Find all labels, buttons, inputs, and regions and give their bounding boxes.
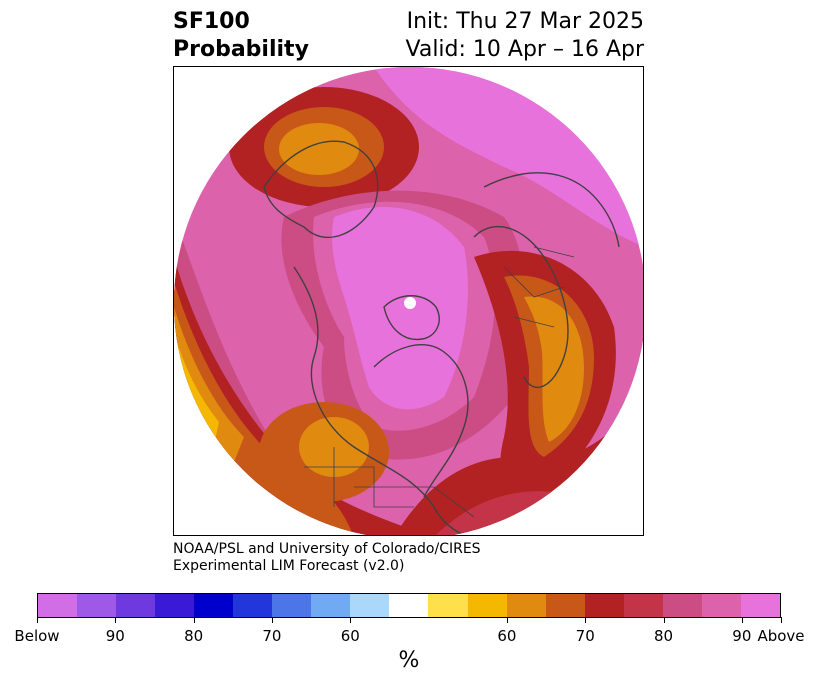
colorbar-swatch: [389, 594, 429, 617]
colorbar-swatch: [506, 594, 546, 617]
border-eurasia: [503, 246, 575, 328]
colorbar-swatch: [428, 594, 468, 617]
coast-europe-region: [473, 226, 569, 389]
colorbar-tick-label: 90: [105, 627, 125, 645]
coast-greenland-region: [263, 140, 379, 238]
colorbar-swatch: [116, 594, 156, 617]
colorbar-tick-label: Below: [14, 627, 60, 645]
colorbar-swatch: [38, 594, 78, 617]
hotspot-nw-70: [279, 123, 359, 175]
colorbar-swatch: [467, 594, 507, 617]
colorbar-tick: [585, 617, 587, 623]
colorbar-tick: [193, 617, 195, 623]
borders: [304, 246, 575, 518]
colorbar-swatch: [740, 594, 780, 617]
credit-line-1: NOAA/PSL and University of Colorado/CIRE…: [173, 541, 481, 557]
probability-field: [174, 67, 643, 535]
colorbar-tick: [506, 617, 508, 623]
map-svg: [174, 67, 643, 535]
colorbar-tick-label: 80: [653, 627, 674, 645]
coast-hudson-region: [373, 344, 469, 498]
colorbar-swatch: [155, 594, 195, 617]
colorbar: [37, 593, 781, 618]
colorbar-tick: [271, 617, 273, 623]
colorbar-tick: [741, 617, 743, 623]
colorbar-swatch: [584, 594, 624, 617]
border-us-states: [304, 447, 475, 518]
colorbar-tick-label: 80: [184, 627, 204, 645]
colorbar-swatch: [701, 594, 741, 617]
colorbar-tick-label: 70: [262, 627, 282, 645]
field-center-high: [332, 207, 468, 410]
north-pole-marker: [404, 297, 416, 309]
field-east-70: [524, 296, 584, 442]
coastlines: [263, 140, 620, 535]
colorbar-unit: %: [398, 648, 420, 673]
colorbar-swatch: [272, 594, 312, 617]
colorbar-tick-label: 60: [497, 627, 517, 645]
colorbar-tick: [663, 617, 665, 623]
colorbar-tick-label: 70: [575, 627, 595, 645]
colorbar-swatch: [311, 594, 351, 617]
colorbar-tick-label: 60: [340, 627, 360, 645]
colorbar-swatch: [545, 594, 585, 617]
colorbar-tick-label: 90: [732, 627, 752, 645]
colorbar-swatch: [350, 594, 390, 617]
title-line-2: Probability: [173, 37, 309, 62]
coast-arctic-islands: [383, 295, 440, 341]
colorbar-tick: [37, 617, 38, 623]
polar-map: [173, 66, 644, 536]
valid-date: Valid: 10 Apr – 16 Apr: [405, 37, 645, 62]
title-line-1: SF100: [173, 9, 250, 34]
colorbar-swatch: [623, 594, 663, 617]
colorbar-swatch: [77, 594, 117, 617]
forecast-dates: Init: Thu 27 Mar 2025 Valid: 10 Apr – 16…: [406, 8, 645, 64]
credit-line-2: Experimental LIM Forecast (v2.0): [173, 558, 405, 574]
map-title: SF100 Probability: [173, 8, 309, 64]
colorbar-swatch: [194, 594, 234, 617]
coast-siberia-region: [483, 172, 620, 248]
colorbar-tick: [781, 617, 782, 623]
init-date: Init: Thu 27 Mar 2025: [406, 9, 644, 34]
credit-text: NOAA/PSL and University of Colorado/CIRE…: [173, 541, 481, 575]
colorbar-tick: [350, 617, 352, 623]
colorbar-tick: [115, 617, 117, 623]
colorbar-tick-label: Above: [757, 627, 805, 645]
colorbar-swatch: [662, 594, 702, 617]
colorbar-swatch: [233, 594, 273, 617]
coast-north-america-west: [293, 266, 475, 535]
